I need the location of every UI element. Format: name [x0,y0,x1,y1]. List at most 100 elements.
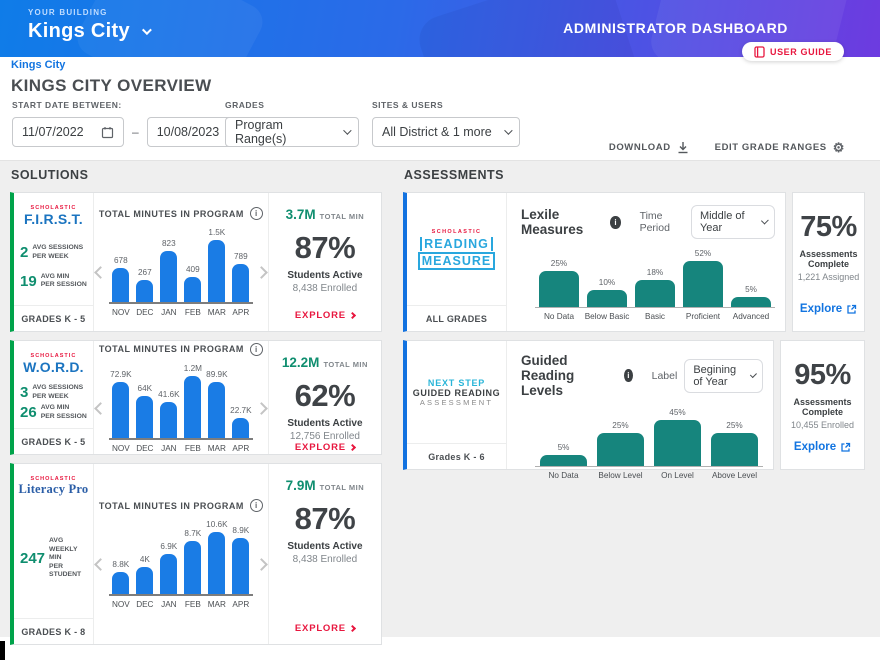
stat-value: 26 [20,404,37,421]
building-label: YOUR BUILDING [28,8,108,17]
chart-title: TOTAL MINUTES IN PROGRAM [98,500,244,511]
chart-bar [587,290,627,307]
stat-value: 19 [20,272,37,290]
explore-link[interactable]: EXPLORE [294,623,356,634]
chart-bar [232,264,250,302]
start-date-value: 11/07/2022 [22,125,84,139]
chart-bar [654,420,701,466]
info-icon[interactable]: i [624,369,633,382]
stat-label: AVG SESSIONS PER WEEK [32,244,84,260]
download-link[interactable]: DOWNLOAD [609,141,689,154]
bar-value-label: 52% [694,249,712,258]
edit-grade-ranges-link[interactable]: EDIT GRADE RANGES ⚙ [715,141,845,154]
chart-bar [540,455,587,466]
building-selector[interactable]: Kings City [28,20,152,43]
time-period-select[interactable]: Begining of Year [684,358,763,393]
solution-stats-panel: 3.7M TOTAL MIN 87% Students Active 8,438… [267,193,381,331]
explore-link[interactable]: EXPLORE [295,310,356,321]
page-title: KINGS CITY OVERVIEW [11,76,212,95]
assessments-heading: ASSESSMENTS [404,168,504,182]
bar-value-label: 89.9K [206,369,228,379]
explore-link[interactable]: EXPLORE [294,442,356,453]
assessment-logo: SCHOLASTIC READING MEASURE [407,193,506,305]
info-icon[interactable]: i [249,207,263,220]
bar-value-label: 8.9K [232,526,250,535]
carousel-prev-button[interactable] [93,401,107,415]
bar-category-label: NOV [111,443,130,453]
calendar-icon [101,126,114,138]
solution-stat: 2 AVG SESSIONS PER WEEK [20,244,89,261]
solution-card: SCHOLASTIC W.O.R.D. 3 AVG SESSIONS PER W… [10,340,382,455]
enrolled-count: 8,438 Enrolled [292,283,358,294]
chevron-down-icon [343,126,352,135]
dropdown-label: Label [651,369,678,382]
bar-category-label: MAR [207,600,226,609]
bar-category-label: JAN [161,443,177,453]
bar-value-label: 22.7K [230,405,252,415]
carousel-prev-button[interactable] [93,558,107,571]
chart-title: TOTAL MINUTES IN PROGRAM [98,344,244,354]
carousel-next-button[interactable] [254,401,268,415]
chevron-right-icon [348,311,356,320]
assessment-card-left-panel: SCHOLASTIC READING MEASURE ALL GRADES [407,193,507,331]
gear-icon: ⚙ [832,140,845,155]
chart-title: Lexile Measures [521,207,584,237]
bar-value-label: 64K [137,383,153,393]
chart-bar [136,395,154,438]
info-icon[interactable]: i [249,499,263,512]
program-logo: SCHOLASTIC F.I.R.S.T. [14,193,93,227]
sites-users-filter: SITES & USERS All District & 1 more [372,100,520,147]
info-icon[interactable]: i [249,342,263,356]
assigned-count: 1,221 Assigned [797,272,860,282]
carousel-next-button[interactable] [254,266,268,279]
students-active-label: Students Active [287,541,363,552]
bar-chart: 678 267 823 409 1.5K 789 NOV DEC JAN FEB MAR… [108,228,253,317]
chart-bar [232,538,250,594]
carousel-next-button[interactable] [254,558,268,571]
brand-publisher: SCHOLASTIC [431,228,482,235]
book-icon [754,45,765,58]
bar-value-label: 1.5K [208,228,226,237]
assessment-stats-panel: 75% Assessments Complete 1,221 Assigned … [792,192,865,332]
info-icon[interactable]: i [610,215,621,229]
chevron-down-icon [761,216,769,225]
explore-link[interactable]: Explore [800,303,857,315]
explore-link[interactable]: Explore [794,441,851,453]
user-guide-button[interactable]: USER GUIDE [741,42,844,61]
time-period-select[interactable]: Middle of Year [690,205,775,239]
grades-select[interactable]: Program Range(s) [225,117,359,147]
students-active-percent: 87% [294,230,356,265]
chart-bar [136,280,154,302]
assessment-logo: NEXT STEP GUIDED READING ASSESSMENT [407,341,506,443]
bar-category-label: MAR [207,308,226,317]
chart-bar [112,381,130,438]
bar-value-label: 25% [550,259,568,268]
program-logo: SCHOLASTIC W.O.R.D. [14,341,93,375]
grades-range-label: GRADES K - 5 [14,428,93,454]
brand-name: GUIDED READING [412,387,501,398]
students-active-percent: 87% [294,501,356,536]
sites-users-select[interactable]: All District & 1 more [372,117,520,147]
chart-bar [184,375,202,438]
bar-value-label: 72.9K [110,369,132,379]
bar-category-label: DEC [136,443,154,453]
chart-bar [184,541,202,594]
bar-category-label: Advanced [732,312,770,321]
solution-stat: 247 AVG WEEKLY MIN PER STUDENT [20,537,89,579]
bar-category-label: No Data [548,471,579,480]
sites-users-label: SITES & USERS [372,100,444,110]
explore-label: EXPLORE [294,623,346,634]
building-name: Kings City [28,20,130,42]
assessment-card-main: SCHOLASTIC READING MEASURE ALL GRADES Le… [403,192,786,332]
chart-bar [232,417,250,438]
solution-stats-panel: 12.2M TOTAL MIN 62% Students Active 12,7… [267,341,381,454]
start-date-input[interactable]: 11/07/2022 [12,117,124,147]
chart-bar [184,277,202,302]
explore-label: EXPLORE [294,442,346,453]
carousel-prev-button[interactable] [93,266,107,279]
total-minutes-value: 3.7M [285,207,316,222]
enrolled-count: 12,756 Enrolled [289,431,360,442]
breadcrumb[interactable]: Kings City [11,59,66,71]
chart-bar [160,251,178,302]
sites-users-value: All District & 1 more [382,125,492,139]
